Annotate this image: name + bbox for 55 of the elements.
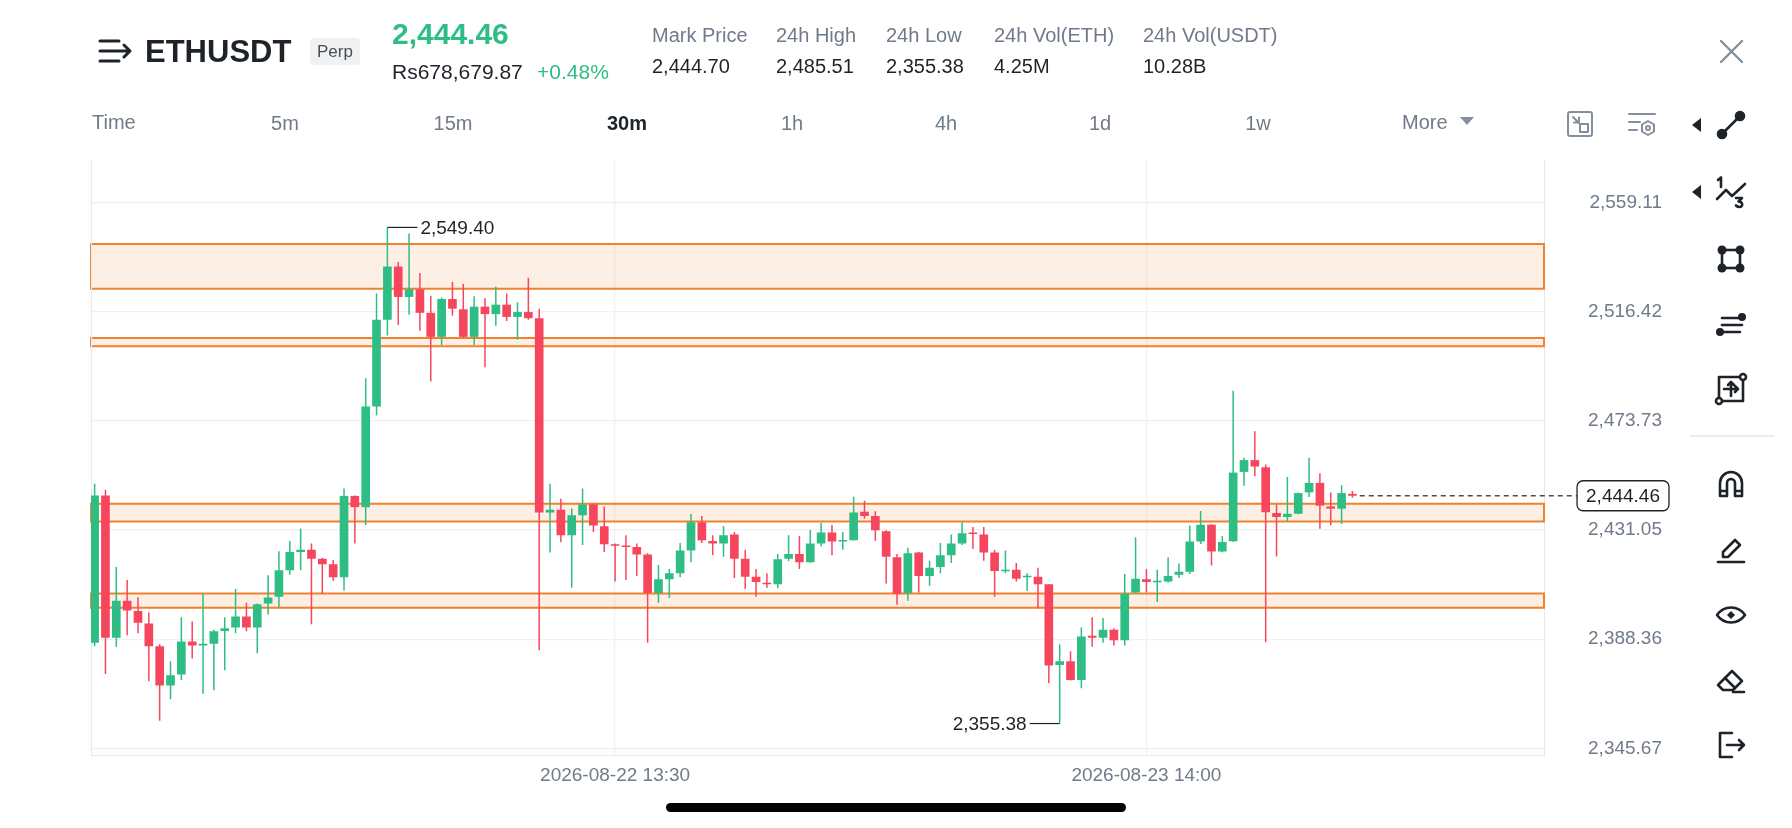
candlestick [491, 286, 501, 326]
candlestick [827, 525, 837, 556]
text: 1d [1088, 112, 1112, 134]
x-tick-label: 2026-08-23 14:00 [1071, 763, 1222, 785]
text: 4.25M [994, 55, 1050, 77]
candlestick [404, 233, 414, 315]
candlestick [187, 621, 197, 659]
candlestick [838, 531, 848, 550]
text: 24h Low [886, 24, 962, 46]
y-tick-label: 2,345.67 [1588, 736, 1662, 758]
annotation: 2,549.40 [420, 216, 495, 238]
text: Perp [310, 37, 360, 65]
text: 2,444.70 [652, 55, 730, 77]
text: 5m [271, 112, 299, 134]
y-tick-label: 2,559.11 [1589, 190, 1662, 212]
candlestick [621, 535, 631, 581]
text: 24h Vol(USDT) [1143, 24, 1278, 46]
text: Time [92, 111, 136, 133]
text: +0.48% [537, 59, 609, 83]
y-tick-label: 2,431.05 [1588, 518, 1662, 540]
y-tick-label: 2,516.42 [1588, 299, 1662, 321]
y-tick-label: 2,473.73 [1588, 409, 1662, 431]
annotation: 2,355.38 [952, 712, 1027, 734]
candlestick [1250, 431, 1260, 477]
candlestick [263, 575, 273, 615]
candlestick [350, 495, 360, 544]
ref-line-label: 2,444.46 [1586, 484, 1660, 506]
candlestick [545, 483, 555, 553]
text: Rs678,679.87 [392, 59, 523, 83]
candlestick [426, 295, 436, 382]
chart-title: ETHUSDT [145, 33, 292, 69]
candlestick [1098, 617, 1108, 643]
text: 30m [606, 112, 648, 134]
candlestick [1174, 563, 1184, 578]
text: 1h [780, 112, 804, 134]
candlestick [1163, 557, 1173, 583]
candlestick [610, 543, 620, 582]
text: 4h [934, 112, 958, 134]
text: 2,444.46 [392, 17, 509, 50]
candlestick [209, 629, 219, 691]
candlestick [968, 527, 978, 550]
candlestick [632, 543, 642, 576]
candlestick [198, 593, 208, 694]
text: 24h Vol(ETH) [994, 24, 1115, 46]
y-tick-label: 2,388.36 [1588, 627, 1662, 649]
text: 24h High [776, 24, 857, 46]
x-tick-label: 2026-08-22 13:30 [540, 763, 691, 785]
text: 2,355.38 [886, 55, 964, 77]
text: 2,485.51 [776, 55, 854, 77]
text: More [1402, 111, 1448, 133]
text: Mark Price [652, 24, 748, 46]
candlestick [1087, 617, 1097, 647]
text: 10.28B [1143, 55, 1207, 77]
text: 15m [433, 112, 473, 134]
text: 1w [1245, 112, 1271, 134]
